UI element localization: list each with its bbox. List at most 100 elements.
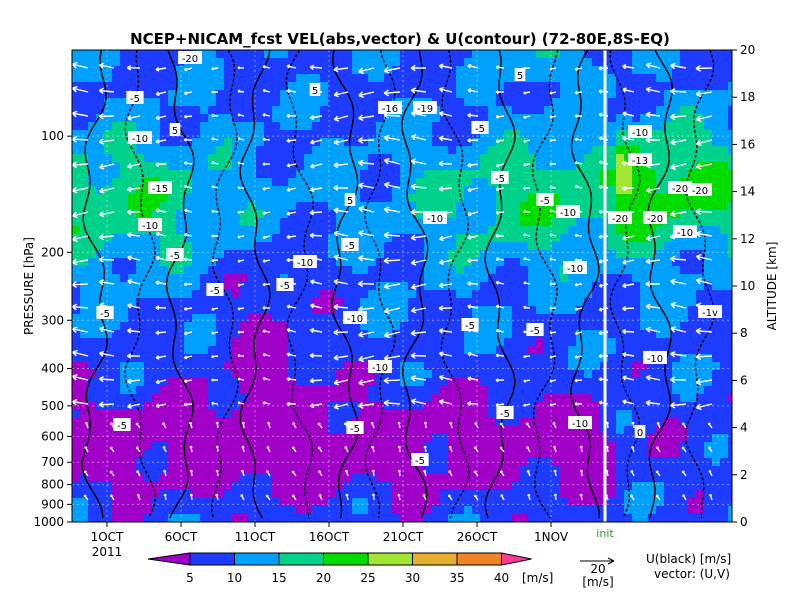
heatmap-cell	[616, 450, 625, 459]
heatmap-cell	[632, 370, 641, 379]
heatmap-cell	[240, 250, 249, 259]
heatmap-cell	[584, 410, 593, 419]
heatmap-cell	[512, 474, 521, 483]
heatmap-cell	[112, 82, 121, 91]
heatmap-cell	[464, 130, 473, 139]
heatmap-cell	[480, 138, 489, 147]
heatmap-cell	[536, 170, 545, 179]
heatmap-cell	[208, 82, 217, 91]
heatmap-cell	[208, 274, 217, 283]
heatmap-cell	[296, 282, 305, 291]
heatmap-cell	[480, 130, 489, 139]
heatmap-cell	[80, 122, 89, 131]
heatmap-cell	[480, 114, 489, 123]
heatmap-cell	[208, 154, 217, 163]
heatmap-cell	[368, 178, 377, 187]
heatmap-cell	[144, 146, 153, 155]
heatmap-cell	[96, 266, 105, 275]
heatmap-cell	[88, 298, 97, 307]
heatmap-cell	[688, 338, 697, 347]
heatmap-cell	[728, 218, 732, 227]
heatmap-cell	[592, 114, 601, 123]
heatmap-cell	[648, 418, 657, 427]
heatmap-cell	[624, 466, 633, 475]
heatmap-cell	[520, 210, 529, 219]
heatmap-cell	[280, 506, 289, 515]
heatmap-cell	[616, 402, 625, 411]
heatmap-cell	[672, 114, 681, 123]
heatmap-cell	[368, 402, 377, 411]
heatmap-cell	[456, 186, 465, 195]
heatmap-cell	[472, 402, 481, 411]
heatmap-cell	[624, 314, 633, 323]
heatmap-cell	[472, 490, 481, 499]
heatmap-cell	[696, 50, 705, 59]
heatmap-cell	[728, 162, 732, 171]
heatmap-cell	[424, 90, 433, 99]
heatmap-cell	[296, 362, 305, 371]
heatmap-cell	[496, 474, 505, 483]
heatmap-cell	[80, 426, 89, 435]
heatmap-cell	[232, 442, 241, 451]
heatmap-cell	[192, 290, 201, 299]
heatmap-cell	[560, 106, 569, 115]
heatmap-cell	[704, 498, 713, 507]
heatmap-cell	[520, 282, 529, 291]
heatmap-cell	[216, 266, 225, 275]
heatmap-cell	[488, 242, 497, 251]
heatmap-cell	[144, 498, 153, 507]
heatmap-cell	[88, 122, 97, 131]
heatmap-cell	[552, 418, 561, 427]
heatmap-cell	[80, 130, 89, 139]
heatmap-cell	[112, 282, 121, 291]
heatmap-cell	[608, 346, 617, 355]
heatmap-cell	[632, 66, 641, 75]
heatmap-cell	[584, 330, 593, 339]
heatmap-cell	[632, 362, 641, 371]
heatmap-cell	[328, 234, 337, 243]
heatmap-cell	[280, 474, 289, 483]
heatmap-cell	[496, 450, 505, 459]
heatmap-cell	[688, 250, 697, 259]
heatmap-cell	[480, 186, 489, 195]
heatmap-cell	[704, 370, 713, 379]
heatmap-cell	[192, 202, 201, 211]
heatmap-cell	[472, 202, 481, 211]
heatmap-cell	[304, 154, 313, 163]
heatmap-cell	[88, 146, 97, 155]
heatmap-cell	[696, 266, 705, 275]
heatmap-cell	[280, 346, 289, 355]
heatmap-cell	[320, 114, 329, 123]
heatmap-cell	[688, 450, 697, 459]
heatmap-cell	[576, 442, 585, 451]
heatmap-cell	[448, 442, 457, 451]
heatmap-cell	[352, 498, 361, 507]
heatmap-cell	[720, 418, 729, 427]
heatmap-cell	[104, 330, 113, 339]
heatmap-cell	[96, 274, 105, 283]
heatmap-cell	[176, 138, 185, 147]
heatmap-cell	[192, 450, 201, 459]
heatmap-cell	[712, 178, 721, 187]
heatmap-cell	[296, 58, 305, 67]
heatmap-cell	[552, 466, 561, 475]
heatmap-cell	[256, 434, 265, 443]
heatmap-cell	[392, 74, 401, 83]
heatmap-cell	[456, 138, 465, 147]
wind-vector	[622, 64, 635, 70]
heatmap-cell	[264, 298, 273, 307]
heatmap-cell	[264, 290, 273, 299]
heatmap-cell	[296, 146, 305, 155]
heatmap-cell	[312, 346, 321, 355]
heatmap-cell	[576, 242, 585, 251]
heatmap-cell	[320, 362, 329, 371]
heatmap-cell	[376, 322, 385, 331]
heatmap-cell	[120, 498, 129, 507]
heatmap-cell	[328, 82, 337, 91]
heatmap-cell	[160, 506, 169, 515]
heatmap-cell	[424, 394, 433, 403]
heatmap-cell	[480, 74, 489, 83]
heatmap-cell	[688, 106, 697, 115]
heatmap-cell	[336, 178, 345, 187]
heatmap-cell	[480, 58, 489, 67]
